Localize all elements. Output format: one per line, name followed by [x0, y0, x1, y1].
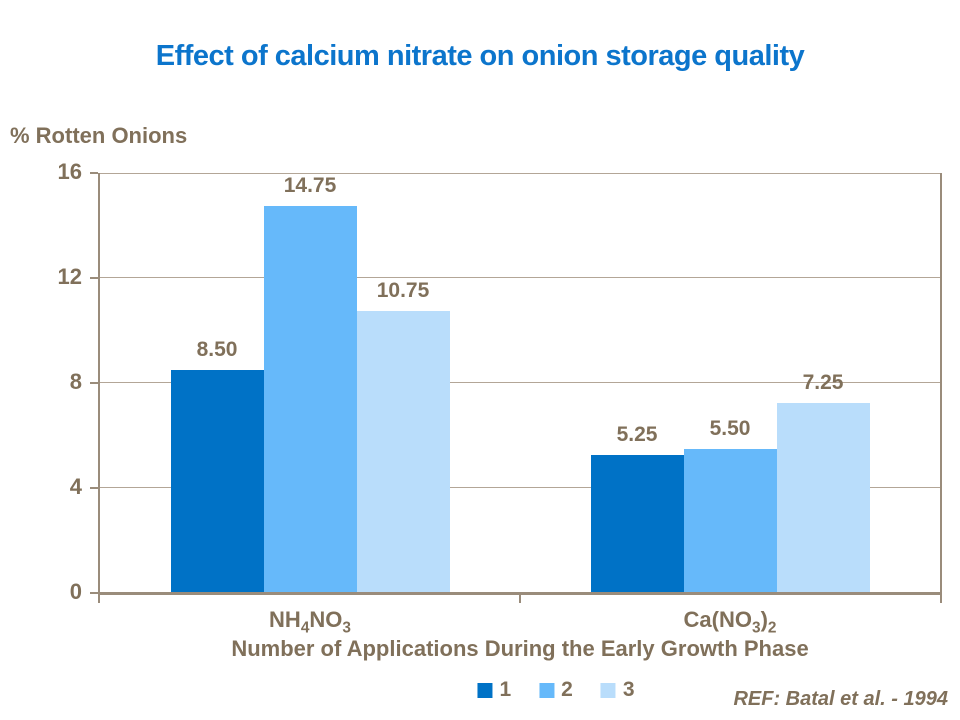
bar-series1-cat1 [170, 369, 264, 593]
bar-series2-cat2 [683, 448, 777, 593]
category-label-text: Ca(NO [683, 607, 752, 632]
reference-note: REF: Batal et al. - 1994 [733, 688, 948, 710]
y-axis-label: % Rotten Onions [10, 123, 188, 148]
chart-title: Effect of calcium nitrate on onion stora… [155, 40, 805, 72]
category-label: Ca(NO3)2 [580, 607, 880, 637]
legend-swatch [477, 682, 493, 698]
value-label: 14.75 [283, 173, 337, 197]
gridline [100, 277, 940, 278]
legend-item-1: 1 [477, 678, 511, 702]
y-tick-label: 16 [57, 159, 82, 184]
gridline [100, 382, 940, 383]
legend-label: 1 [499, 678, 512, 701]
bar-series3-cat2 [776, 402, 870, 593]
value-label: 5.25 [616, 423, 658, 447]
y-axis-tick [90, 172, 98, 174]
y-axis-line [98, 173, 100, 595]
y-tick-label: 4 [69, 474, 82, 499]
legend-item-3: 3 [600, 678, 635, 702]
y-tick-label: 12 [57, 264, 82, 289]
plot-right-border [940, 173, 942, 595]
gridline [100, 173, 940, 174]
category-label-subscript: 4 [300, 619, 310, 637]
value-label: 5.50 [709, 416, 751, 440]
x-axis-tick [98, 595, 100, 603]
legend-swatch [600, 682, 616, 698]
category-label-subscript: 3 [342, 619, 351, 637]
category-label-text: NH [269, 607, 301, 632]
x-axis-tick [519, 595, 521, 603]
bar-series2-cat1 [263, 205, 357, 593]
y-axis-tick [90, 382, 98, 384]
category-label-text: ) [760, 607, 768, 632]
gridline [100, 487, 940, 488]
category-label-text: NO [309, 607, 343, 632]
y-axis-tick [90, 487, 98, 489]
value-label: 7.25 [802, 370, 844, 394]
value-label: 10.75 [376, 278, 430, 302]
category-label-subscript: 3 [752, 619, 761, 637]
legend: 1 2 3 [463, 678, 648, 702]
plot-area: 0 4 8 12 16 8.50 14.75 10.75 NH4NO3 5.25 5.50 7.25 C… [58, 160, 942, 636]
category-label-subscript: 2 [767, 619, 777, 637]
x-axis-tick [940, 595, 942, 603]
value-label: 8.50 [196, 337, 238, 361]
legend-label: 3 [622, 678, 635, 701]
x-axis-line [98, 592, 942, 595]
legend-label: 2 [561, 678, 573, 701]
bar-series1-cat2 [590, 455, 684, 593]
legend-swatch [539, 682, 555, 698]
y-tick-label: 0 [69, 579, 82, 604]
x-axis-title: Number of Applications During the Early … [231, 636, 809, 661]
category-label: NH4NO3 [160, 607, 460, 637]
y-axis-tick [90, 592, 98, 594]
bar-series3-cat1 [356, 310, 450, 593]
legend-item-2: 2 [539, 678, 573, 702]
y-axis-tick [90, 277, 98, 279]
y-tick-label: 8 [69, 369, 82, 394]
